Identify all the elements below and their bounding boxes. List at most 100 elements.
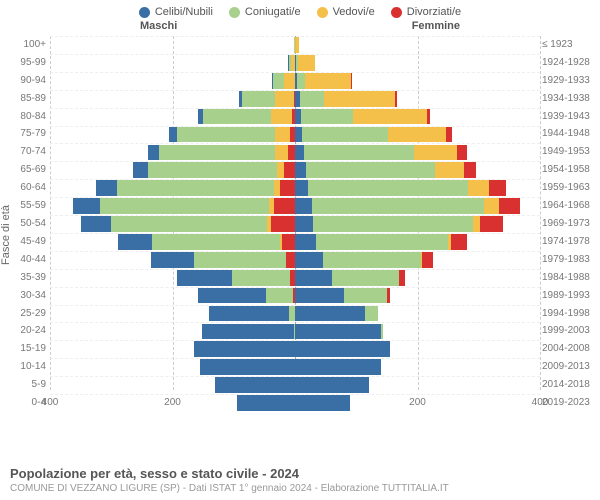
bar-segment: [295, 324, 381, 340]
male-bar: [50, 395, 295, 411]
legend-swatch: [229, 7, 240, 18]
bar-segment: [324, 91, 394, 107]
bar-segment: [301, 109, 353, 125]
female-bar: [295, 91, 540, 107]
male-bar: [50, 55, 295, 71]
bar-segment: [194, 252, 286, 268]
male-bar: [50, 180, 295, 196]
age-label: 50-54: [2, 218, 46, 229]
age-label: 95-99: [2, 57, 46, 68]
bar-segment: [198, 288, 265, 304]
bar-segment: [296, 37, 300, 53]
age-row: [50, 288, 540, 304]
bar-segment: [298, 55, 315, 71]
age-row: [50, 359, 540, 375]
bar-segment: [295, 162, 306, 178]
birth-year-label: 1939-1943: [542, 111, 598, 122]
pyramid-chart: Fasce di età Anni di nascita 40020002004…: [0, 36, 600, 434]
age-row: [50, 37, 540, 53]
bar-segment: [286, 252, 295, 268]
bar-segment: [351, 73, 352, 89]
bar-segment: [148, 162, 277, 178]
birth-year-label: 1944-1948: [542, 128, 598, 139]
bar-segment: [100, 198, 268, 214]
bar-segment: [305, 73, 351, 89]
age-label: 65-69: [2, 164, 46, 175]
bar-segment: [468, 180, 489, 196]
legend: Celibi/NubiliConiugati/eVedovi/eDivorzia…: [0, 0, 600, 20]
female-bar: [295, 145, 540, 161]
bar-segment: [295, 234, 316, 250]
age-label: 15-19: [2, 343, 46, 354]
bar-segment: [133, 162, 148, 178]
bar-segment: [457, 145, 466, 161]
male-bar: [50, 377, 295, 393]
bar-segment: [473, 216, 480, 232]
bar-segment: [295, 288, 344, 304]
bar-segment: [81, 216, 112, 232]
legend-swatch: [317, 7, 328, 18]
legend-label: Vedovi/e: [333, 6, 375, 18]
bar-segment: [288, 145, 295, 161]
legend-item: Coniugati/e: [229, 6, 301, 18]
birth-year-label: 1969-1973: [542, 218, 598, 229]
age-label: 20-24: [2, 325, 46, 336]
birth-year-label: 2009-2013: [542, 361, 598, 372]
female-bar: [295, 306, 540, 322]
age-label: 55-59: [2, 200, 46, 211]
age-row: [50, 162, 540, 178]
bar-segment: [177, 270, 232, 286]
bar-segment: [271, 216, 296, 232]
grid-vertical: [540, 36, 541, 390]
female-bar: [295, 341, 540, 357]
female-bar: [295, 252, 540, 268]
age-label: 0-4: [2, 397, 46, 408]
bar-segment: [111, 216, 267, 232]
age-row: [50, 109, 540, 125]
bar-segment: [499, 198, 520, 214]
age-row: [50, 180, 540, 196]
age-label: 10-14: [2, 361, 46, 372]
bar-segment: [295, 180, 308, 196]
birth-year-label: 1984-1988: [542, 272, 598, 283]
bar-segment: [118, 234, 152, 250]
female-bar: [295, 234, 540, 250]
bar-segment: [117, 180, 273, 196]
birth-year-label: 1924-1928: [542, 57, 598, 68]
bar-segment: [464, 162, 476, 178]
female-bar: [295, 198, 540, 214]
bar-segment: [237, 395, 295, 411]
chart-footer: Popolazione per età, sesso e stato civil…: [10, 466, 590, 494]
male-bar: [50, 198, 295, 214]
birth-year-label: 1974-1978: [542, 236, 598, 247]
birth-year-label: 2019-2023: [542, 397, 598, 408]
female-bar: [295, 324, 540, 340]
legend-swatch: [139, 7, 150, 18]
chart-source: COMUNE DI VEZZANO LIGURE (SP) - Dati IST…: [10, 483, 590, 494]
female-bar: [295, 55, 540, 71]
bar-segment: [271, 109, 292, 125]
age-label: 70-74: [2, 146, 46, 157]
birth-year-label: ≤ 1923: [542, 39, 598, 50]
age-row: [50, 252, 540, 268]
bar-segment: [414, 145, 457, 161]
age-row: [50, 91, 540, 107]
female-bar: [295, 359, 540, 375]
age-label: 40-44: [2, 254, 46, 265]
age-label: 100+: [2, 39, 46, 50]
male-bar: [50, 91, 295, 107]
bar-segment: [295, 127, 302, 143]
bar-segment: [365, 306, 377, 322]
bar-segment: [295, 341, 390, 357]
bar-segment: [295, 198, 312, 214]
legend-item: Celibi/Nubili: [139, 6, 213, 18]
age-row: [50, 198, 540, 214]
bar-segment: [295, 270, 332, 286]
bar-segment: [306, 162, 435, 178]
bar-segment: [275, 127, 290, 143]
bar-segment: [313, 216, 472, 232]
bar-segment: [282, 234, 295, 250]
age-label: 75-79: [2, 128, 46, 139]
bar-segment: [284, 162, 295, 178]
birth-year-label: 1929-1933: [542, 75, 598, 86]
